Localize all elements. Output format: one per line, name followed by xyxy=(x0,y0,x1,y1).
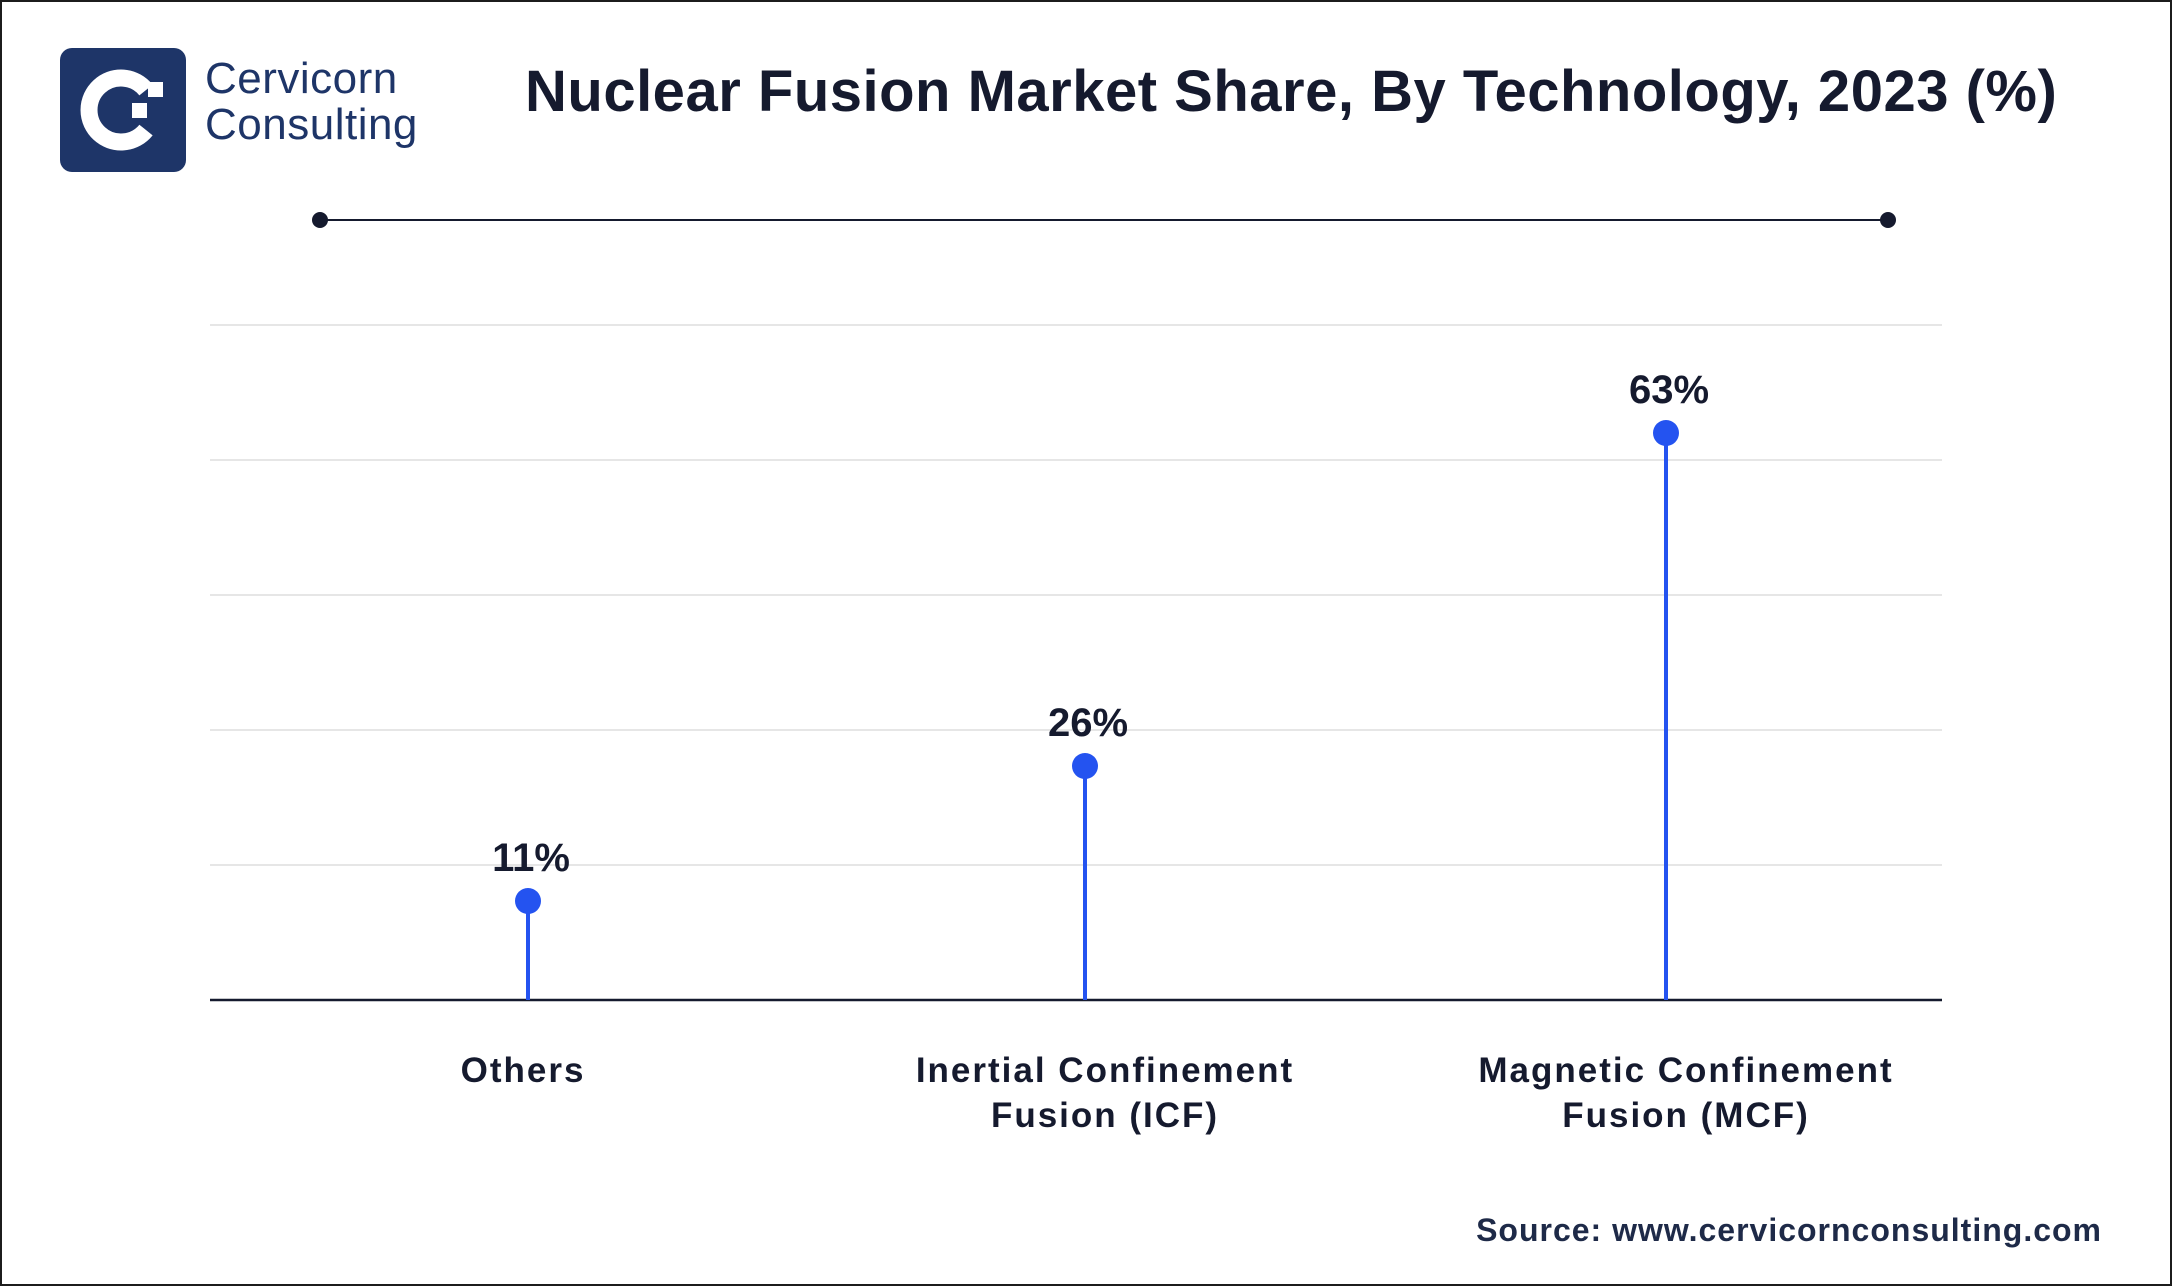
data-label: 11% xyxy=(492,836,570,880)
brand-name: Cervicorn Consulting xyxy=(205,56,418,148)
divider-left-dot xyxy=(312,212,328,228)
category-tick-label: Others xyxy=(461,1051,586,1090)
category-tick-label: Magnetic Confinement xyxy=(1478,1051,1893,1090)
title-divider xyxy=(320,219,1888,221)
lollipop-point xyxy=(1072,753,1098,779)
category-tick-label: Fusion (ICF) xyxy=(991,1096,1219,1135)
category-tick-label: Fusion (MCF) xyxy=(1562,1096,1810,1135)
source-note: Source: www.cervicornconsulting.com xyxy=(1476,1212,2102,1248)
chart-title: Nuclear Fusion Market Share, By Technolo… xyxy=(525,59,2058,124)
lollipop-point xyxy=(515,888,541,914)
data-label: 63% xyxy=(1629,368,1709,412)
brand-line-2: Consulting xyxy=(205,100,418,149)
divider-right-dot xyxy=(1880,212,1896,228)
cervicorn-logo-icon xyxy=(60,48,186,172)
lollipop-point xyxy=(1653,420,1679,446)
brand-line-1: Cervicorn xyxy=(205,54,398,103)
data-label: 26% xyxy=(1048,701,1128,745)
category-tick-label: Inertial Confinement xyxy=(916,1051,1294,1090)
